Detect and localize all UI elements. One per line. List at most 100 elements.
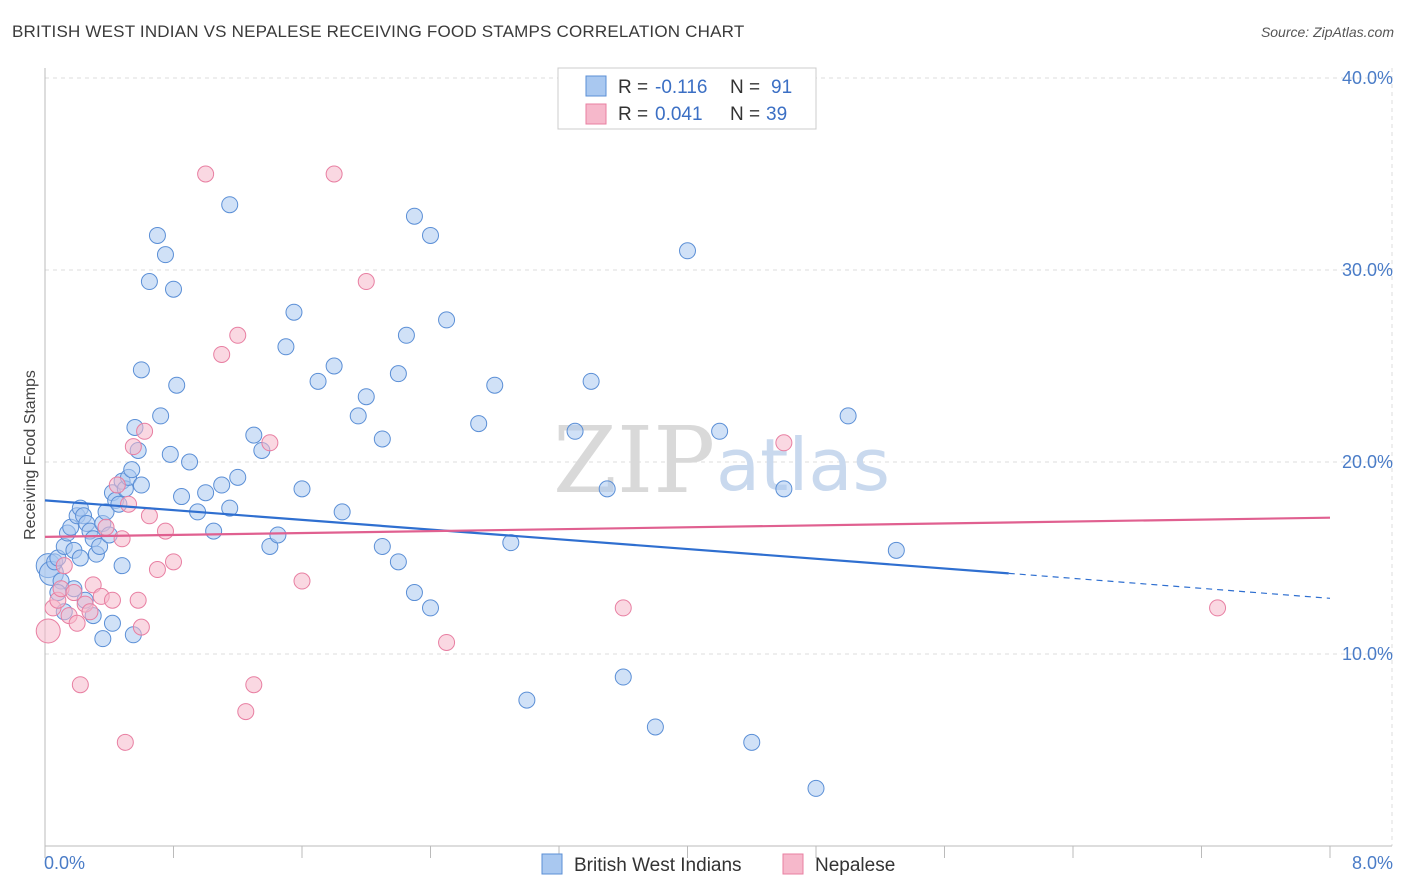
british-west-indian-point <box>269 526 287 544</box>
british-west-indian-point <box>103 614 121 632</box>
british-west-indian-point <box>197 484 215 502</box>
chart-title: BRITISH WEST INDIAN VS NEPALESE RECEIVIN… <box>12 22 745 41</box>
grid-layer <box>45 68 1393 846</box>
nepalese-point <box>84 576 102 594</box>
nepalese-point <box>140 507 158 525</box>
british-west-indian-point <box>229 468 247 486</box>
nepalese-point <box>136 422 154 440</box>
british-west-indian-point <box>397 326 415 344</box>
british-west-indian-point <box>373 430 391 448</box>
nepalese-point <box>103 591 121 609</box>
y-tick-label: 10.0% <box>1342 644 1393 664</box>
british-west-indian-point <box>173 488 191 506</box>
british-west-indian-point <box>807 779 825 797</box>
x-tick-label: 0.0% <box>44 853 85 873</box>
british-west-indian-point <box>775 480 793 498</box>
british-west-indian-point <box>518 691 536 709</box>
nepalese-point <box>293 572 311 590</box>
nepalese-point <box>1209 599 1227 617</box>
british-west-indian-point <box>887 541 905 559</box>
axes-layer: 10.0% 20.0% 30.0% 40.0% 0.0% 8.0% <box>44 68 1393 873</box>
watermark-atlas: atlas <box>716 423 890 507</box>
blue-trend-line <box>44 499 1009 575</box>
legend-swatch-blue <box>585 75 607 97</box>
nepalese-point <box>261 434 279 452</box>
nepalese-point <box>35 618 61 644</box>
legend-r-value: -0.116 <box>655 77 707 98</box>
bottom-legend-swatch-blue <box>541 853 563 875</box>
british-west-indian-point <box>389 365 407 383</box>
pink-trend-line <box>44 516 1331 538</box>
nepalese-point <box>614 599 632 617</box>
british-west-indian-point <box>213 476 231 494</box>
nepalese-point <box>325 165 343 183</box>
british-west-indian-point <box>161 445 179 463</box>
nepalese-point <box>55 557 73 575</box>
y-axis-label: Receiving Food Stamps <box>22 370 39 540</box>
british-west-indian-point <box>405 584 423 602</box>
british-west-indian-point <box>333 503 351 521</box>
nepalese-point <box>197 165 215 183</box>
points-layer <box>35 165 1227 797</box>
y-tick-label: 30.0% <box>1342 260 1393 280</box>
nepalese-point <box>237 703 255 721</box>
nepalese-point <box>438 633 456 651</box>
nepalese-point <box>113 530 131 548</box>
nepalese-point <box>245 676 263 694</box>
british-west-indian-point <box>91 537 109 555</box>
british-west-indian-point <box>221 499 239 517</box>
nepalese-point <box>129 591 147 609</box>
british-west-indian-point <box>309 372 327 390</box>
blue-trend-extension <box>1008 572 1331 599</box>
british-west-indian-point <box>711 422 729 440</box>
british-west-indian-point <box>405 207 423 225</box>
nepalese-point <box>357 273 375 291</box>
legend-r-label: R = <box>618 77 648 98</box>
british-west-indian-point <box>156 246 174 264</box>
british-west-indian-point <box>486 376 504 394</box>
legend-n-value: 39 <box>766 104 787 125</box>
bottom-legend: British West Indians Nepalese <box>541 853 895 876</box>
british-west-indian-point <box>422 599 439 617</box>
british-west-indian-point <box>839 407 857 425</box>
source-label: Source: ZipAtlas.com <box>1260 24 1394 40</box>
legend-swatch-pink <box>585 103 607 125</box>
nepalese-point <box>229 326 247 344</box>
nepalese-point <box>213 345 231 363</box>
nepalese-point <box>156 522 174 540</box>
british-west-indian-point <box>132 361 150 379</box>
british-west-indian-point <box>349 407 367 425</box>
legend-n-value: 91 <box>771 77 792 98</box>
nepalese-point <box>775 434 793 452</box>
british-west-indian-point <box>261 537 279 555</box>
british-west-indian-point <box>646 718 664 736</box>
legend-n-label: N = <box>730 77 760 98</box>
nepalese-point <box>165 553 182 571</box>
british-west-indian-point <box>598 480 616 498</box>
bottom-legend-swatch-pink <box>782 853 804 875</box>
nepalese-point <box>71 676 89 694</box>
nepalese-point <box>81 603 99 621</box>
nepalese-point <box>116 733 134 751</box>
british-west-indian-point <box>140 273 158 291</box>
legend-n-label: N = <box>730 104 760 125</box>
nepalese-point <box>132 618 150 636</box>
british-west-indian-point <box>743 733 761 751</box>
nepalese-point <box>148 561 166 579</box>
bottom-legend-label: Nepalese <box>815 855 895 876</box>
nepalese-point <box>108 476 126 494</box>
british-west-indian-point <box>277 338 295 356</box>
british-west-indian-point <box>438 311 456 329</box>
british-west-indian-point <box>614 668 632 686</box>
british-west-indian-point <box>357 388 375 406</box>
british-west-indian-point <box>389 553 407 571</box>
legend-r-value: 0.041 <box>655 104 703 125</box>
british-west-indian-point <box>71 549 89 567</box>
british-west-indian-point <box>221 196 239 214</box>
british-west-indian-point <box>373 537 391 555</box>
nepalese-point <box>124 438 142 456</box>
british-west-indian-point <box>205 522 223 540</box>
watermark-zip: ZIP <box>553 407 715 514</box>
british-west-indian-point <box>582 372 600 390</box>
y-tick-label: 20.0% <box>1342 452 1393 472</box>
